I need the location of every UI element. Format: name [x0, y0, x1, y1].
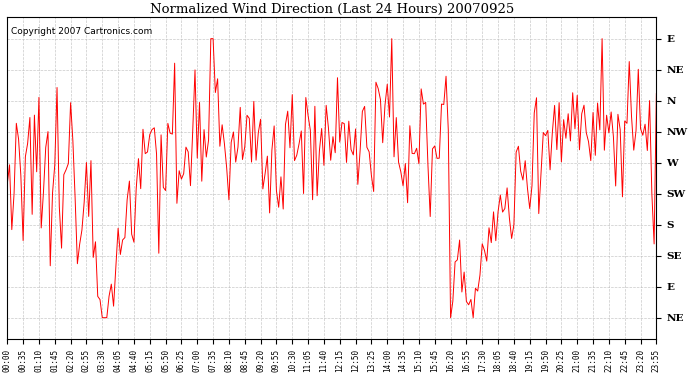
Title: Normalized Wind Direction (Last 24 Hours) 20070925: Normalized Wind Direction (Last 24 Hours… [150, 3, 514, 16]
Text: Copyright 2007 Cartronics.com: Copyright 2007 Cartronics.com [10, 27, 152, 36]
